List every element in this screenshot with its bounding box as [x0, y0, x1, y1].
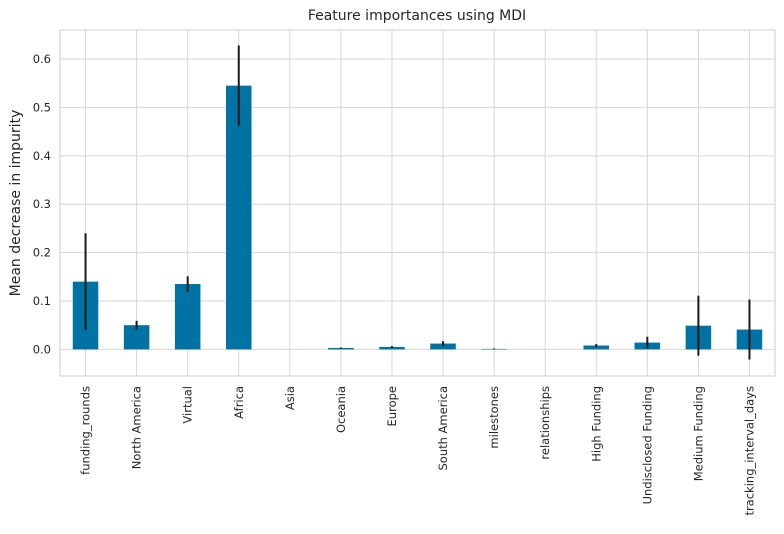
grid-lines [60, 30, 775, 376]
bar-south-america [430, 343, 456, 350]
x-tick-label: Virtual [181, 386, 195, 424]
x-tick-label: Oceania [334, 386, 348, 433]
x-tick-label: milestones [487, 386, 501, 449]
bar-africa [225, 85, 252, 350]
y-tick-label: 0.2 [33, 246, 51, 260]
x-tick-label: South America [436, 386, 450, 471]
x-tick-label: High Funding [589, 386, 603, 462]
x-axis-ticks: funding_rounds North America Virtual Africa… [79, 386, 757, 516]
y-tick-label: 0.5 [33, 100, 51, 114]
y-tick-label: 0.3 [33, 197, 51, 211]
y-tick-label: 0.0 [33, 342, 51, 356]
x-tick-label: North America [130, 386, 144, 469]
x-tick-label: Undisclosed Funding [640, 386, 654, 504]
x-tick-label: relationships [538, 386, 552, 460]
x-tick-label: Medium Funding [691, 386, 705, 481]
y-tick-label: 0.4 [33, 149, 51, 163]
bar-oceania [328, 347, 354, 350]
bar-high-funding [583, 345, 610, 350]
y-tick-label: 0.1 [33, 294, 51, 308]
chart-title: Feature importances using MDI [308, 8, 526, 24]
bars [72, 85, 763, 350]
bar-europe [379, 346, 405, 350]
plot-frame [59, 29, 776, 377]
y-axis-ticks: 0.0 0.1 0.2 0.3 0.4 0.5 0.6 [33, 52, 51, 356]
y-tick-label: 0.6 [33, 52, 51, 66]
bar-virtual [174, 284, 201, 350]
y-axis-label: Mean decrease in impurity [8, 110, 24, 297]
x-tick-label: Asia [283, 386, 297, 410]
x-tick-label: funding_rounds [79, 386, 93, 475]
x-tick-label: Europe [385, 386, 399, 426]
x-tick-label: Africa [232, 386, 246, 419]
error-bars [84, 45, 751, 360]
x-tick-label: tracking_interval_days [742, 386, 756, 516]
